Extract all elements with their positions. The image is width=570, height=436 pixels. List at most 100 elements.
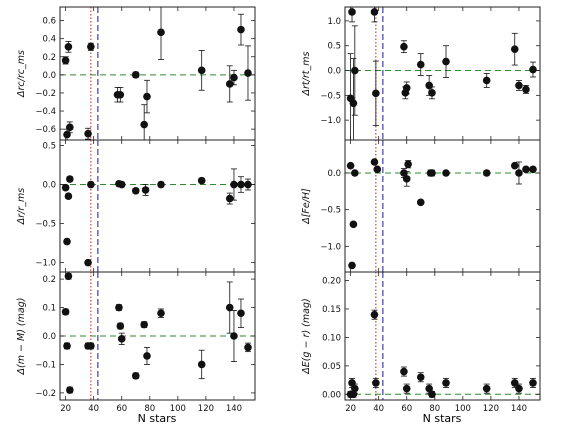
- y-tick-label: −0.5: [320, 91, 341, 101]
- data-point: [117, 180, 126, 189]
- y-tick-label: 0.5: [42, 141, 56, 151]
- data-point: [84, 258, 92, 267]
- data-point: [515, 169, 523, 177]
- data-point: [140, 320, 148, 329]
- data-point: [61, 308, 70, 316]
- data-point: [400, 367, 408, 376]
- y-axis-label: Δrc/rc_ms: [16, 50, 27, 98]
- data-point: [482, 384, 491, 393]
- y-tick-label: 1.0: [327, 17, 341, 27]
- x-tick-label: 20: [345, 404, 356, 414]
- y-tick-label: 0.15: [322, 305, 341, 315]
- data-point: [348, 8, 356, 16]
- data-point: [400, 169, 408, 177]
- data-point: [237, 25, 245, 34]
- data-point: [442, 169, 450, 177]
- plot-frame: [344, 271, 541, 401]
- data-point: [63, 237, 71, 246]
- data-point: [244, 343, 252, 352]
- x-tick-label: 40: [373, 404, 384, 414]
- data-point: [225, 80, 234, 88]
- data-point: [116, 90, 125, 99]
- chart-panel-3: −1.0 −0.5 0.0 0.5 Δr/r_ms: [16, 139, 256, 273]
- y-tick-label: 0.05: [322, 362, 341, 372]
- xlabel-right: N stars: [423, 412, 462, 425]
- data-point: [425, 384, 433, 393]
- data-point: [428, 89, 436, 97]
- data-point: [66, 123, 74, 132]
- chart-panel-1: −0.6 −0.4 −0.2 0.0 0.2 0.4 0.6 Δrc/rc_ms: [16, 6, 256, 141]
- x-tick-label: 60: [116, 404, 127, 414]
- y-tick-label: −1.0: [320, 242, 341, 252]
- data-point: [529, 165, 537, 174]
- y-axis-label: Δ(m − M) (mag): [16, 298, 27, 376]
- data-point: [349, 390, 358, 399]
- chart-panel-5: −0.2 −0.1 0.0 0.1 0.2 20 40 60 80 100 120 140 Δ(m − …: [16, 271, 256, 414]
- data-point: [131, 372, 140, 380]
- data-point: [244, 180, 252, 189]
- data-point: [157, 180, 165, 189]
- data-point: [140, 120, 148, 129]
- plot-frame: [59, 6, 256, 141]
- data-point: [373, 165, 382, 174]
- data-point: [237, 309, 245, 318]
- data-point: [416, 373, 425, 382]
- data-point: [510, 379, 519, 387]
- data-point: [230, 180, 238, 189]
- x-tick-label: 60: [401, 404, 412, 414]
- data-point: [510, 161, 519, 170]
- data-point: [131, 186, 140, 195]
- data-point: [66, 386, 74, 394]
- data-point: [117, 335, 126, 343]
- y-axis-label: ΔE(g − r) (mag): [301, 298, 312, 374]
- y-tick-label: 0.0: [42, 332, 56, 342]
- data-point: [416, 60, 425, 69]
- data-point: [351, 384, 359, 393]
- data-point: [87, 342, 95, 350]
- y-tick-label: 0.0: [42, 71, 56, 81]
- data-point: [402, 175, 411, 183]
- data-point: [482, 76, 491, 85]
- x-tick-label: 40: [88, 404, 99, 414]
- data-point: [370, 8, 379, 16]
- x-tick-label: 20: [60, 404, 71, 414]
- xlabel-left: N stars: [138, 412, 177, 425]
- data-point: [348, 261, 356, 270]
- data-point: [225, 303, 234, 312]
- data-point: [197, 360, 206, 369]
- data-point: [237, 180, 245, 189]
- y-tick-label: −0.4: [35, 107, 56, 117]
- data-point: [404, 160, 412, 168]
- data-point: [402, 384, 411, 393]
- data-point: [428, 390, 436, 399]
- panels-group: −0.6 −0.4 −0.2 0.0 0.2 0.4 0.6 Δrc/rc_ms −1.0 −0.…: [16, 6, 541, 414]
- data-point: [87, 180, 95, 189]
- data-point: [482, 169, 491, 177]
- y-tick-label: −0.2: [35, 89, 56, 99]
- data-point: [115, 303, 123, 312]
- data-point: [84, 129, 92, 138]
- data-point: [61, 183, 70, 192]
- data-point: [510, 45, 519, 53]
- y-tick-label: −0.6: [35, 125, 56, 135]
- data-point: [346, 161, 355, 170]
- data-point: [515, 81, 523, 90]
- data-point: [370, 310, 379, 319]
- y-tick-label: 0.10: [322, 333, 341, 343]
- data-point: [244, 69, 252, 77]
- data-point: [141, 186, 150, 194]
- y-tick-label: 0.20: [322, 277, 341, 287]
- x-tick-label: 120: [483, 404, 499, 414]
- chart-panel-6: 0.00 0.05 0.10 0.15 0.20 20 40 60 80 100 120 140 ΔE(…: [301, 271, 541, 414]
- x-tick-label: 100: [170, 404, 186, 414]
- data-point: [425, 81, 433, 90]
- data-point: [402, 84, 411, 92]
- data-point: [197, 176, 206, 185]
- data-point: [529, 379, 537, 387]
- data-point: [230, 73, 238, 82]
- x-tick-label: 80: [429, 404, 440, 414]
- y-tick-label: 0.5: [327, 42, 341, 52]
- y-tick-label: −1.0: [35, 259, 56, 269]
- data-point: [63, 342, 71, 350]
